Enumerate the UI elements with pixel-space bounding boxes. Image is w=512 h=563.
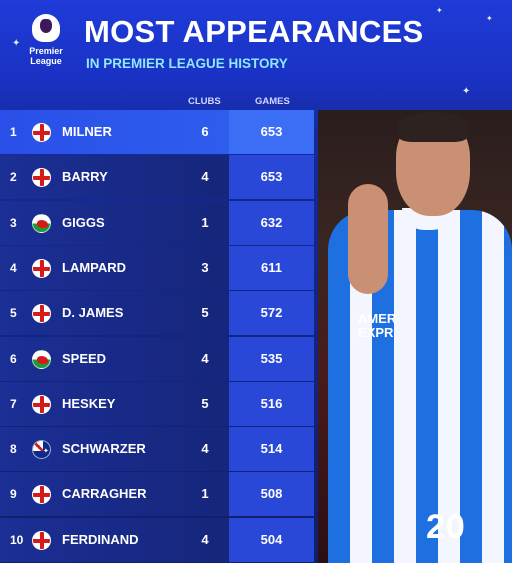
rank: 10 bbox=[10, 532, 24, 547]
games-cell-background bbox=[229, 291, 314, 336]
games-count: 504 bbox=[260, 531, 283, 547]
sparkle-icon: ✦ bbox=[12, 38, 21, 49]
rank: 3 bbox=[10, 215, 17, 230]
player-name: FERDINAND bbox=[62, 531, 139, 547]
table-row: 10 FERDINAND 4 504 bbox=[0, 517, 314, 562]
games-count: 535 bbox=[260, 350, 283, 366]
page-subtitle: IN PREMIER LEAGUE HISTORY bbox=[86, 56, 288, 71]
appearances-table: 1 MILNER 6 653 2 BARRY 4 653 3 GIGGS 1 632 4 LAMPARD 3… bbox=[0, 110, 314, 563]
clubs-count: 4 bbox=[201, 441, 209, 457]
games-cell-background bbox=[229, 155, 314, 200]
rank: 8 bbox=[10, 442, 17, 457]
clubs-count: 4 bbox=[201, 350, 209, 366]
games-cell-background bbox=[229, 517, 314, 562]
player-name: LAMPARD bbox=[62, 259, 127, 275]
games-cell-background bbox=[229, 200, 314, 245]
page-title: MOST APPEARANCES bbox=[84, 14, 424, 49]
sparkle-icon: ✦ bbox=[462, 86, 471, 97]
player-name: GIGGS bbox=[62, 214, 105, 230]
games-cell-background bbox=[229, 245, 314, 290]
premier-league-logo: Premier League bbox=[26, 14, 66, 78]
clubs-count: 5 bbox=[201, 395, 209, 411]
player-name: SCHWARZER bbox=[62, 441, 146, 457]
header: Premier League MOST APPEARANCES IN PREMI… bbox=[0, 0, 512, 88]
table-row: 2 BARRY 4 653 bbox=[0, 155, 314, 200]
table-row: 5 D. JAMES 5 572 bbox=[0, 291, 314, 336]
rank: 4 bbox=[10, 260, 17, 275]
wales-flag-icon bbox=[32, 213, 51, 233]
england-flag-icon bbox=[32, 530, 51, 550]
table-row: 7 HESKEY 5 516 bbox=[0, 381, 314, 426]
games-count: 632 bbox=[260, 214, 283, 230]
games-count: 653 bbox=[260, 169, 283, 185]
logo-text-line2: League bbox=[30, 56, 62, 66]
wales-flag-icon bbox=[32, 349, 51, 369]
player-photo: AMER EXPR 20 bbox=[318, 110, 512, 563]
player-name: CARRAGHER bbox=[62, 486, 147, 502]
england-flag-icon bbox=[32, 258, 51, 278]
table-row: 8 SCHWARZER 4 514 bbox=[0, 427, 314, 472]
rank: 7 bbox=[10, 396, 17, 411]
rank: 5 bbox=[10, 306, 17, 321]
sponsor-line2: EXPR bbox=[358, 325, 394, 340]
player-hands bbox=[348, 184, 388, 294]
player-name: BARRY bbox=[62, 169, 108, 185]
games-count: 653 bbox=[260, 124, 283, 139]
clubs-count: 1 bbox=[201, 214, 209, 230]
games-cell-background bbox=[229, 336, 314, 381]
clubs-count: 5 bbox=[201, 305, 209, 321]
games-count: 514 bbox=[260, 441, 283, 457]
games-cell-background bbox=[229, 427, 314, 472]
table-row: 3 GIGGS 1 632 bbox=[0, 200, 314, 245]
player-name: HESKEY bbox=[62, 395, 116, 411]
table-row: 1 MILNER 6 653 bbox=[0, 110, 314, 154]
games-count: 516 bbox=[260, 395, 283, 411]
shirt-sponsor: AMER EXPR bbox=[358, 312, 396, 340]
rank: 6 bbox=[10, 351, 17, 366]
games-cell-background bbox=[229, 381, 314, 426]
logo-text-line1: Premier bbox=[29, 46, 63, 56]
clubs-count: 6 bbox=[201, 124, 209, 139]
england-flag-icon bbox=[32, 304, 51, 324]
rank: 9 bbox=[10, 487, 17, 502]
england-flag-icon bbox=[32, 485, 51, 505]
table-row: 9 CARRAGHER 1 508 bbox=[0, 472, 314, 517]
clubs-count: 4 bbox=[201, 531, 209, 547]
logo-text: Premier League bbox=[29, 46, 63, 66]
clubs-count: 1 bbox=[201, 486, 209, 502]
player-hair bbox=[398, 112, 468, 142]
table-row: 4 LAMPARD 3 611 bbox=[0, 245, 314, 290]
games-count: 508 bbox=[260, 486, 283, 502]
table-row: 6 SPEED 4 535 bbox=[0, 336, 314, 381]
clubs-count: 4 bbox=[201, 169, 209, 185]
games-count: 611 bbox=[261, 259, 282, 275]
player-name: D. JAMES bbox=[62, 305, 124, 321]
games-count: 572 bbox=[260, 305, 283, 321]
games-column-header: GAMES bbox=[255, 96, 290, 107]
games-cell-background bbox=[229, 110, 314, 154]
sparkle-icon: ✦ bbox=[486, 14, 493, 23]
clubs-count: 3 bbox=[201, 259, 209, 275]
rank: 1 bbox=[10, 125, 17, 139]
player-name: MILNER bbox=[62, 124, 112, 139]
rank: 2 bbox=[10, 170, 17, 185]
england-flag-icon bbox=[32, 123, 51, 142]
australia-flag-icon bbox=[32, 440, 51, 460]
games-cell-background bbox=[229, 472, 314, 517]
england-flag-icon bbox=[32, 168, 51, 188]
lion-icon bbox=[32, 14, 60, 42]
england-flag-icon bbox=[32, 394, 51, 414]
sponsor-line1: AMER bbox=[358, 311, 397, 326]
sparkle-icon: ✦ bbox=[436, 6, 443, 15]
player-name: SPEED bbox=[62, 350, 107, 366]
clubs-column-header: CLUBS bbox=[188, 96, 221, 107]
shirt-number: 20 bbox=[426, 508, 466, 546]
